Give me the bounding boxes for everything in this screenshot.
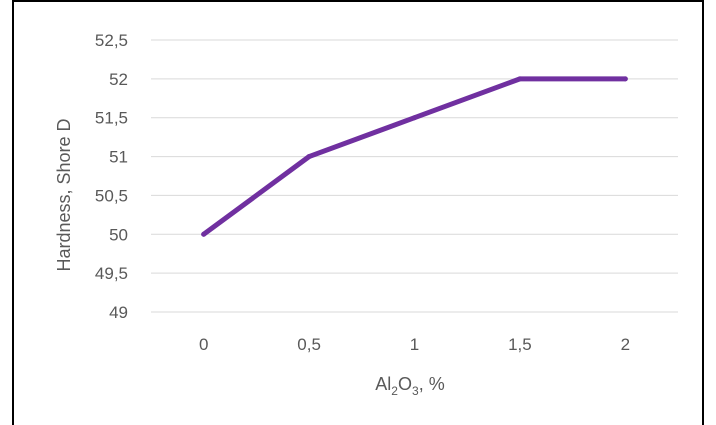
y-tick-label: 50,5 [95,186,128,205]
y-tick-labels: 49 49,5 50 50,5 51 51,5 52 52,5 [95,31,128,322]
y-tick-label: 49,5 [95,264,128,283]
x-tick-label: 1,5 [508,335,532,354]
data-point [517,76,523,82]
x-tick-label: 0,5 [297,335,321,354]
x-tick-label: 1 [410,335,419,354]
x-tick-labels: 0 0,5 1 1,5 2 [199,335,630,354]
data-point [622,76,628,82]
data-point [412,115,417,121]
x-tick-label: 2 [621,335,630,354]
y-tick-label: 51 [109,148,128,167]
y-tick-label: 51,5 [95,109,128,128]
y-tick-label: 49 [109,303,128,322]
data-point [306,154,312,160]
y-axis-title: Hardness, Shore D [54,118,74,271]
y-tick-label: 52,5 [95,31,128,50]
gridlines [151,39,678,313]
y-tick-label: 52 [109,70,128,89]
x-axis-title: Al2O3, % [375,374,444,398]
y-tick-label: 50 [109,225,128,244]
series-group [201,76,628,237]
chart-frame [12,0,704,425]
x-tick-label: 0 [199,335,208,354]
data-point [201,231,207,237]
